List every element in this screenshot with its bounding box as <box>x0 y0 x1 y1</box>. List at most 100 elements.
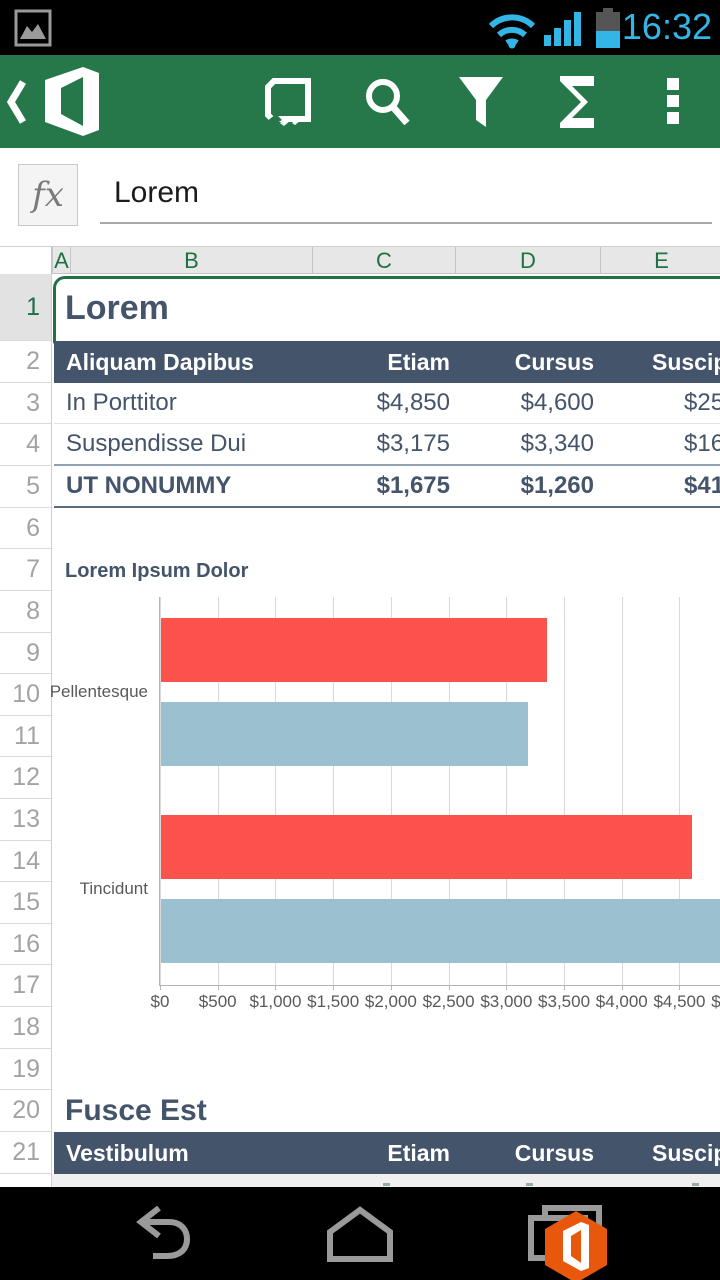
back-nav-button[interactable] <box>120 1187 200 1280</box>
row-header-6[interactable]: 6 <box>0 508 51 549</box>
chart-category-label: Tincidunt <box>79 879 148 898</box>
chart-gridline <box>679 597 681 985</box>
sheet-grid: 1 2 3 4 5 6 7 8 9 10 11 12 13 14 15 16 17 18 19 20 21 Lorem … <box>0 274 720 1187</box>
chart-axis-tick <box>160 985 161 990</box>
column-header-d[interactable]: D <box>455 247 600 274</box>
row-header-4[interactable]: 4 <box>0 424 51 466</box>
row-header-5[interactable]: 5 <box>0 466 51 508</box>
row-header-13[interactable]: 13 <box>0 799 51 841</box>
chart-axis-tick <box>564 985 566 990</box>
chart-x-axis-line <box>159 985 720 986</box>
cell-title-lorem[interactable]: Lorem <box>65 289 169 327</box>
chart-tick-label: $4,000 <box>595 992 648 1011</box>
row-header-12[interactable]: 12 <box>0 757 51 799</box>
row-header-21[interactable]: 21 <box>0 1132 51 1174</box>
table1-row-1[interactable]: In Porttitor $4,850 $4,600 $25 <box>54 383 720 424</box>
row-header-2[interactable]: 2 <box>0 341 51 383</box>
chart-tick-label: $3,500 <box>538 992 591 1011</box>
cell-b3: In Porttitor <box>66 389 177 416</box>
home-icon <box>327 1205 393 1262</box>
table1-row-2[interactable]: Suspendisse Dui $3,175 $3,340 $16 <box>54 424 720 466</box>
active-cell-selection-border[interactable] <box>53 276 720 344</box>
row-header-10[interactable]: 10 <box>0 674 51 716</box>
column-header-b[interactable]: B <box>70 247 312 274</box>
chart-tick-label: $1,500 <box>307 992 360 1011</box>
chart-axis-tick <box>217 985 219 990</box>
wifi-icon <box>488 14 536 49</box>
search-icon <box>366 78 410 125</box>
table2-header-cursus: Cursus <box>514 1140 594 1166</box>
table2-header-row[interactable]: Vestibulum Etiam Cursus Suscip <box>54 1132 720 1174</box>
comment-button[interactable] <box>258 55 320 148</box>
column-header-c[interactable]: C <box>312 247 455 274</box>
filter-icon <box>459 76 503 127</box>
back-office-button[interactable] <box>2 55 112 148</box>
column-header-a[interactable]: A <box>52 247 70 274</box>
cell-c5: $1,675 <box>376 472 450 499</box>
table2-header-name: Vestibulum <box>66 1140 189 1166</box>
signal-icon <box>544 12 581 46</box>
chart-axis-tick <box>275 985 277 990</box>
formula-bar: fx Lorem <box>0 148 720 246</box>
chart-category-label: Pellentesque <box>49 682 148 701</box>
row-header-19[interactable]: 19 <box>0 1049 51 1090</box>
row-header-18[interactable]: 18 <box>0 1007 51 1049</box>
table1-header-etiam: Etiam <box>387 349 450 375</box>
table2-header-suscipit: Suscip <box>652 1140 720 1166</box>
app-toolbar <box>0 55 720 148</box>
bar-chart[interactable]: Lorem Ipsum Dolor $0 $500 $1,000 $1,500 $2,0… <box>0 544 720 1019</box>
row-header-14[interactable]: 14 <box>0 841 51 882</box>
chart-tick-label: $0 <box>150 992 170 1011</box>
select-all-corner[interactable] <box>0 247 52 274</box>
cell-fusce-est[interactable]: Fusce Est <box>65 1094 207 1127</box>
row-header-1[interactable]: 1 <box>0 274 51 341</box>
search-button[interactable] <box>356 55 418 148</box>
filter-button[interactable] <box>450 55 512 148</box>
chart-tick-label: $5,000 <box>711 992 720 1011</box>
formula-input[interactable]: Lorem <box>100 162 712 224</box>
screenshot-notification-icon <box>14 9 52 47</box>
row-header-9[interactable]: 9 <box>0 633 51 674</box>
table1-total-row[interactable]: UT NONUMMY $1,675 $1,260 $41 <box>54 466 720 508</box>
chart-bar-series-blue-pellentesque <box>161 702 528 766</box>
chart-bar-series-red-tincidunt <box>161 815 692 879</box>
chart-tick-label: $500 <box>198 992 237 1011</box>
chart-tick-label: $3,000 <box>480 992 533 1011</box>
chart-gridline <box>506 597 508 985</box>
sigma-icon <box>560 75 594 128</box>
chart-tick-label: $1,000 <box>249 992 302 1011</box>
cell-c4: $3,175 <box>376 430 450 457</box>
cell-b5: UT NONUMMY <box>66 472 232 499</box>
home-nav-button[interactable] <box>320 1187 400 1280</box>
row-header-11[interactable]: 11 <box>0 716 51 757</box>
chart-tick-label: $2,000 <box>364 992 417 1011</box>
cell-d5: $1,260 <box>520 472 594 499</box>
chart-gridline <box>621 597 623 985</box>
back-arrow-icon <box>136 1205 191 1259</box>
chart-gridline <box>160 597 161 985</box>
row-header-7[interactable]: 7 <box>0 549 51 591</box>
row-header-16[interactable]: 16 <box>0 924 51 965</box>
column-header-e[interactable]: E <box>600 247 720 274</box>
chart-bar-series-red-pellentesque <box>161 618 547 682</box>
chart-axis-tick <box>333 985 335 990</box>
fx-button[interactable]: fx <box>18 164 78 226</box>
sum-button[interactable] <box>548 55 606 148</box>
row-header-20[interactable]: 20 <box>0 1090 51 1132</box>
row-header-8[interactable]: 8 <box>0 591 51 633</box>
overflow-menu-button[interactable] <box>652 55 694 148</box>
cell-e3: $25 <box>684 389 720 416</box>
table1-header-row[interactable]: Aliquam Dapibus Etiam Cursus Suscip <box>54 341 720 383</box>
cell-b4: Suspendisse Dui <box>66 430 247 457</box>
cell-c3: $4,850 <box>376 389 450 416</box>
row-header-17[interactable]: 17 <box>0 965 51 1007</box>
chart-gridline <box>217 597 219 985</box>
chart-axis-tick <box>390 985 392 990</box>
overflow-dots-icon <box>666 77 679 124</box>
row-headers: 1 2 3 4 5 6 7 8 9 10 11 12 13 14 15 16 17 18 19 20 21 <box>0 274 52 1187</box>
chart-gridline <box>333 597 335 985</box>
table1-header-name: Aliquam Dapibus <box>66 349 254 375</box>
row-header-15[interactable]: 15 <box>0 882 51 924</box>
table1-header-cursus: Cursus <box>514 349 594 375</box>
row-header-3[interactable]: 3 <box>0 383 51 424</box>
